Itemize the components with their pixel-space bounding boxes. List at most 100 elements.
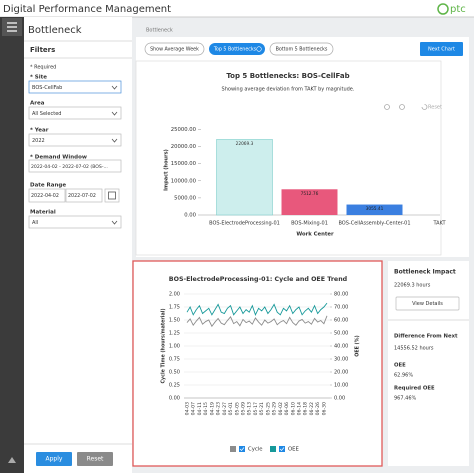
date-from[interactable] xyxy=(28,188,66,203)
y2-tick-label: 10.00 xyxy=(334,383,348,389)
x-tick-label: 05-17 xyxy=(253,402,259,415)
tab[interactable] xyxy=(269,42,334,56)
header xyxy=(0,0,474,17)
date-to-value: 2022-07-02 xyxy=(68,193,96,199)
required-oee-value: 967.46% xyxy=(394,396,416,402)
x-axis-label: Work Center xyxy=(296,232,334,238)
x-tick-label: 06-06 xyxy=(284,402,290,415)
tab-label: Show Average Week xyxy=(150,47,199,53)
tab-active[interactable] xyxy=(209,43,265,55)
reset-zoom[interactable]: Reset xyxy=(428,105,442,111)
area-value: All Selected xyxy=(32,111,61,117)
x-tick-label: 05-29 xyxy=(272,402,278,415)
y2-axis-label: OEE (%) xyxy=(355,335,361,357)
reset-button[interactable] xyxy=(77,452,113,466)
y-tick-label: 0.00 xyxy=(169,396,180,402)
demand-window-select[interactable] xyxy=(28,159,122,173)
date-to[interactable] xyxy=(65,188,103,203)
x-tick-label: 06-26 xyxy=(315,402,321,415)
y2-tick-label: 0.00 xyxy=(334,396,345,402)
breadcrumb: Bottleneck xyxy=(146,28,173,34)
calendar-button[interactable] xyxy=(104,188,120,203)
impact-panel xyxy=(388,261,469,466)
caret xyxy=(111,85,118,90)
nav-rail xyxy=(0,17,24,473)
sidebar-title: Bottleneck xyxy=(28,25,82,36)
x-tick-label: 05-21 xyxy=(259,402,265,415)
y-tick-label: 1.75 xyxy=(169,305,180,311)
series-line xyxy=(186,315,328,328)
y-tick-label: 25000.00 xyxy=(171,127,197,133)
y-tick-label: 0.00 xyxy=(184,213,196,219)
site-value: BOS-CellFab xyxy=(32,85,62,91)
caret xyxy=(111,111,118,116)
year-select[interactable] xyxy=(28,133,122,147)
caret xyxy=(111,220,118,225)
legend-checkbox xyxy=(279,446,285,452)
x-tick-label: 06-18 xyxy=(303,402,309,415)
apply-button[interactable] xyxy=(36,452,72,466)
year-label: * Year xyxy=(30,128,49,134)
x-tick-label: 04-19 xyxy=(209,402,215,415)
check-mark xyxy=(239,447,245,452)
zoom-in-icon[interactable] xyxy=(384,104,390,110)
x-tick-label: 06-10 xyxy=(290,402,296,415)
apply-label: Apply xyxy=(46,456,63,463)
caret xyxy=(111,138,118,143)
x-tick-label: 06-30 xyxy=(321,402,327,415)
view-details-label: View Details xyxy=(412,301,443,307)
y-axis-label: Impact (hours) xyxy=(164,149,170,191)
x-tick-label: 04-11 xyxy=(197,402,203,415)
y2-tick-label: 40.00 xyxy=(334,344,348,350)
y-tick-label: 20000.00 xyxy=(171,144,197,150)
year-value: 2022 xyxy=(32,138,45,144)
reset-icon[interactable] xyxy=(421,104,428,110)
chart-card xyxy=(135,60,442,256)
tab-label: Top 5 Bottlenecks xyxy=(213,47,257,53)
x-tick-label: 04-03 xyxy=(185,402,191,415)
demand-window-label: * Demand Window xyxy=(30,155,87,161)
x-tick-label: 06-14 xyxy=(297,402,303,415)
material-select[interactable] xyxy=(28,215,122,229)
logo-icon xyxy=(437,3,449,15)
impact-value: 22069.3 hours xyxy=(394,283,431,289)
y-tick-label: 15000.00 xyxy=(171,161,197,167)
zoom-out-icon[interactable] xyxy=(399,104,405,110)
required-oee-label: Required OEE xyxy=(394,386,435,392)
x-tick-label: 05-09 xyxy=(241,402,247,415)
logo: ptc xyxy=(450,4,466,15)
area-select[interactable] xyxy=(28,106,122,120)
filters-title: Filters xyxy=(30,46,55,54)
site-select[interactable] xyxy=(28,80,122,94)
date-from-value: 2022-04-02 xyxy=(31,193,59,199)
y-tick-label: 1.25 xyxy=(169,331,180,337)
y-tick-label: 1.00 xyxy=(169,344,180,350)
site-label: * Site xyxy=(30,75,47,81)
y2-tick-label: 20.00 xyxy=(334,370,348,376)
legend-label: OEE xyxy=(288,447,300,453)
tab[interactable] xyxy=(144,42,205,56)
chart-title: Top 5 Bottlenecks: BOS-CellFab xyxy=(226,72,349,80)
demand-window-value: 2022-04-02 - 2022-07-02 (BOS-... xyxy=(31,164,108,170)
bar xyxy=(346,204,403,215)
difference-value: 14556.52 hours xyxy=(394,346,434,352)
oee-value: 62.96% xyxy=(394,373,413,379)
x-tick-label: BOS-Mixing-01 xyxy=(291,221,328,227)
y-tick-label: 10000.00 xyxy=(171,178,197,184)
next-chart-button[interactable] xyxy=(420,42,463,56)
x-tick-label: 04-23 xyxy=(216,402,222,415)
view-details-button[interactable] xyxy=(395,296,460,311)
x-tick-label: 05-25 xyxy=(265,402,271,415)
x-tick-label: 05-01 xyxy=(228,402,234,415)
chart-subtitle: Showing average deviation from TAKT by m… xyxy=(222,87,355,93)
data-label: 22069.3 xyxy=(236,141,254,147)
area-label: Area xyxy=(30,101,45,107)
required-note: * Required xyxy=(30,65,56,71)
trend-card xyxy=(132,260,383,467)
date-range-label: Date Range xyxy=(30,183,66,189)
x-tick-label: 04-27 xyxy=(222,402,228,415)
y-tick-label: 2.00 xyxy=(169,292,180,298)
y2-tick-label: 60.00 xyxy=(334,318,348,324)
y2-tick-label: 80.00 xyxy=(334,292,348,298)
